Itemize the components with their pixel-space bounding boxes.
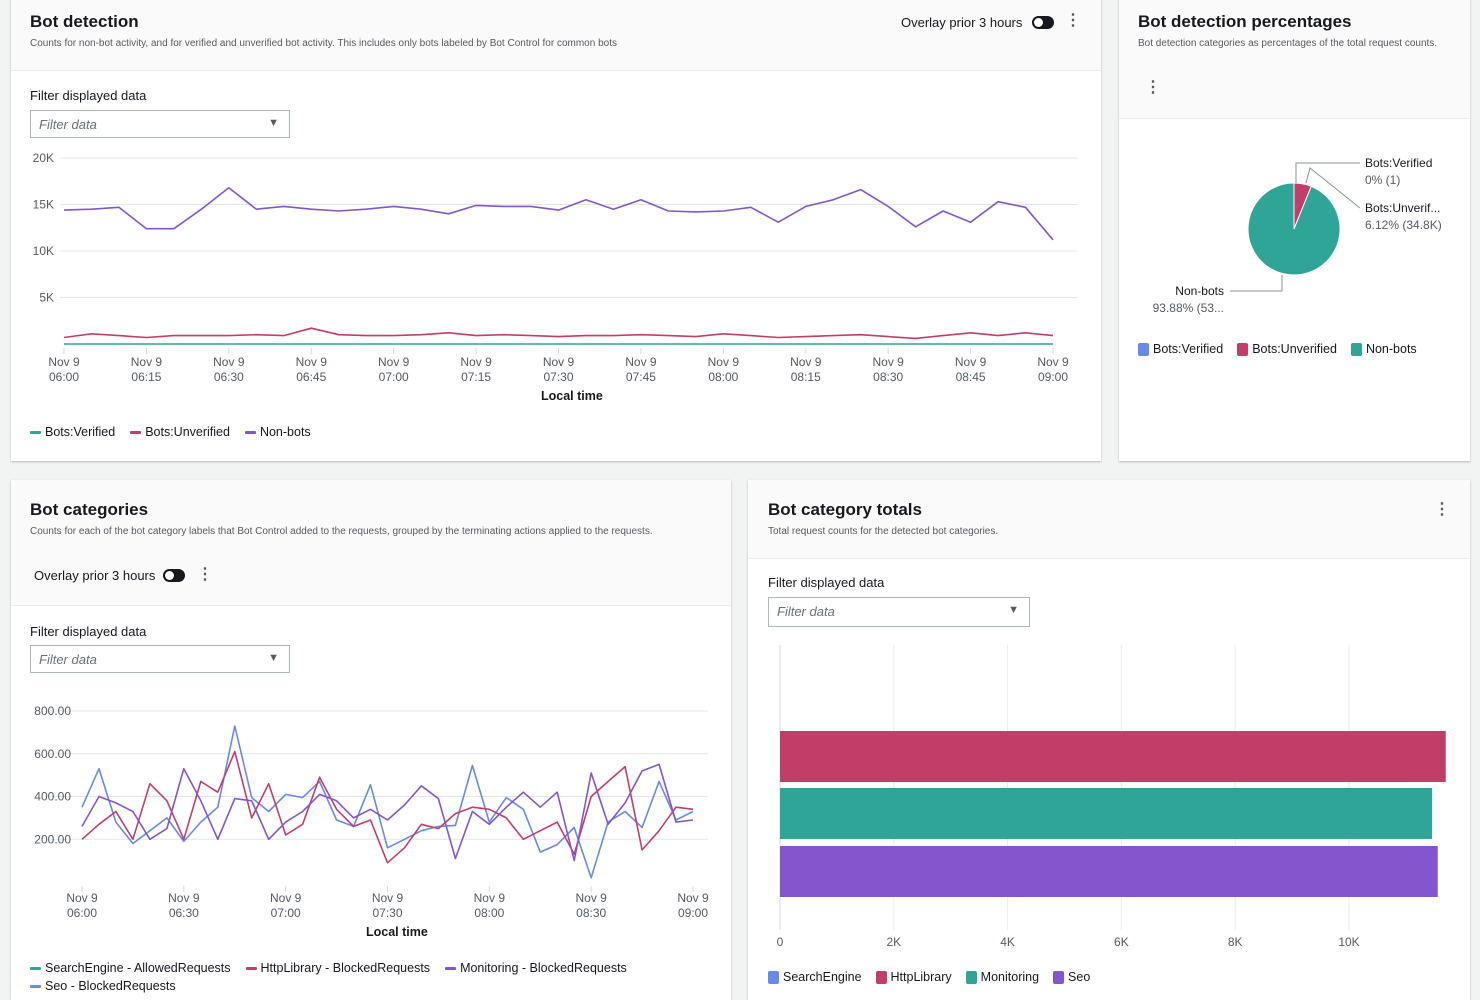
legend-label: SearchEngine - AllowedRequests	[45, 961, 231, 975]
filter-label: Filter displayed data	[768, 575, 885, 590]
legend-label: HttpLibrary - BlockedRequests	[260, 961, 431, 975]
legend-swatch	[30, 966, 41, 970]
legend-label: Monitoring - BlockedRequests	[460, 961, 627, 975]
chart-legend: Bots:Verified Bots:Unverified Non-bots	[30, 425, 311, 439]
caret-down-icon: ▼	[1008, 604, 1019, 616]
overlay-toggle[interactable]	[1032, 16, 1054, 29]
bot-percentages-panel: Bot detection percentages Bot detection …	[1119, 0, 1470, 461]
panel-header	[1119, 0, 1470, 119]
panel-description: Total request counts for the detected bo…	[768, 526, 999, 537]
legend-item[interactable]: HttpLibrary	[875, 970, 952, 984]
bot-category-totals-panel: Bot category totals Total request counts…	[748, 480, 1470, 1000]
panel-description: Bot detection categories as percentages …	[1138, 38, 1438, 49]
legend-label: HttpLibrary	[890, 970, 952, 984]
legend-label: Bots:Unverified	[1252, 342, 1337, 356]
legend-item[interactable]: Monitoring - BlockedRequests	[445, 961, 627, 975]
filter-label: Filter displayed data	[30, 88, 147, 103]
legend-swatch	[875, 970, 887, 984]
legend-swatch	[1350, 342, 1362, 356]
overlay-toggle-label: Overlay prior 3 hours	[34, 568, 156, 583]
legend-item[interactable]: Non-bots	[244, 425, 311, 439]
chart-legend: SearchEngine HttpLibrary Monitoring Seo	[768, 970, 1090, 984]
panel-header	[11, 480, 731, 606]
chart-legend: SearchEngine - AllowedRequests HttpLibra…	[30, 961, 720, 993]
legend-item[interactable]: Bots:Unverified	[130, 425, 230, 439]
bot-categories-panel: Bot categories Counts for each of the bo…	[11, 480, 731, 1000]
panel-title: Bot detection	[30, 12, 139, 31]
panel-title: Bot category totals	[768, 500, 922, 519]
legend-swatch	[30, 430, 41, 434]
legend-label: Bots:Verified	[45, 425, 116, 439]
panel-description: Counts for non-bot activity, and for ver…	[30, 38, 617, 49]
panel-title: Bot categories	[30, 500, 149, 519]
overlay-toggle-label: Overlay prior 3 hours	[901, 15, 1023, 30]
legend-label: Seo	[1068, 970, 1091, 984]
legend-item[interactable]: Bots:Unverified	[1237, 342, 1337, 356]
bot-detection-panel: Bot detection Counts for non-bot activit…	[11, 0, 1101, 461]
filter-placeholder: Filter data	[39, 652, 97, 667]
legend-swatch	[1053, 970, 1065, 984]
legend-label: Non-bots	[259, 425, 311, 439]
legend-item[interactable]: Seo - BlockedRequests	[30, 979, 176, 993]
caret-down-icon: ▼	[268, 117, 279, 129]
legend-label: Bots:Unverified	[145, 425, 230, 439]
panel-header	[748, 480, 1470, 559]
legend-swatch	[1237, 342, 1249, 356]
legend-item[interactable]: Bots:Verified	[1138, 342, 1223, 356]
legend-swatch	[244, 430, 256, 434]
legend-item[interactable]: Monitoring	[965, 970, 1040, 984]
filter-placeholder: Filter data	[777, 604, 835, 619]
overlay-toggle[interactable]	[163, 569, 185, 582]
filter-placeholder: Filter data	[39, 117, 97, 132]
legend-swatch	[445, 966, 457, 970]
legend-swatch	[30, 984, 41, 988]
more-options-icon[interactable]: ⋮	[1145, 79, 1161, 96]
filter-select[interactable]: Filter data ▼	[768, 597, 1030, 627]
more-options-icon[interactable]: ⋮	[197, 566, 213, 583]
x-axis-title: Local time	[366, 925, 428, 939]
legend-item[interactable]: SearchEngine	[768, 970, 862, 984]
x-axis-title: Local time	[541, 389, 603, 403]
legend-item[interactable]: Bots:Verified	[30, 425, 115, 439]
legend-label: Bots:Verified	[1153, 342, 1224, 356]
panel-title: Bot detection percentages	[1138, 12, 1352, 31]
legend-item[interactable]: SearchEngine - AllowedRequests	[30, 961, 231, 975]
more-options-icon[interactable]: ⋮	[1065, 12, 1081, 29]
panel-description: Counts for each of the bot category labe…	[30, 526, 653, 537]
legend-swatch	[1138, 342, 1149, 356]
legend-swatch	[130, 430, 142, 434]
legend-swatch	[965, 970, 977, 984]
legend-swatch	[245, 966, 257, 970]
legend-item[interactable]: Non-bots	[1350, 342, 1417, 356]
more-options-icon[interactable]: ⋮	[1434, 501, 1450, 518]
legend-item[interactable]: Seo	[1053, 970, 1090, 984]
legend-label: SearchEngine	[783, 970, 862, 984]
legend-label: Monitoring	[980, 970, 1040, 984]
caret-down-icon: ▼	[268, 652, 279, 664]
legend-item[interactable]: HttpLibrary - BlockedRequests	[245, 961, 431, 975]
panel-header	[11, 0, 1101, 71]
filter-select[interactable]: Filter data ▼	[30, 645, 290, 673]
legend-label: Non-bots	[1365, 342, 1417, 356]
filter-label: Filter displayed data	[30, 624, 147, 639]
chart-legend: Bots:Verified Bots:Unverified Non-bots	[1138, 342, 1417, 356]
legend-label: Seo - BlockedRequests	[45, 979, 176, 993]
legend-swatch	[768, 970, 779, 984]
filter-select[interactable]: Filter data ▼	[30, 110, 290, 138]
